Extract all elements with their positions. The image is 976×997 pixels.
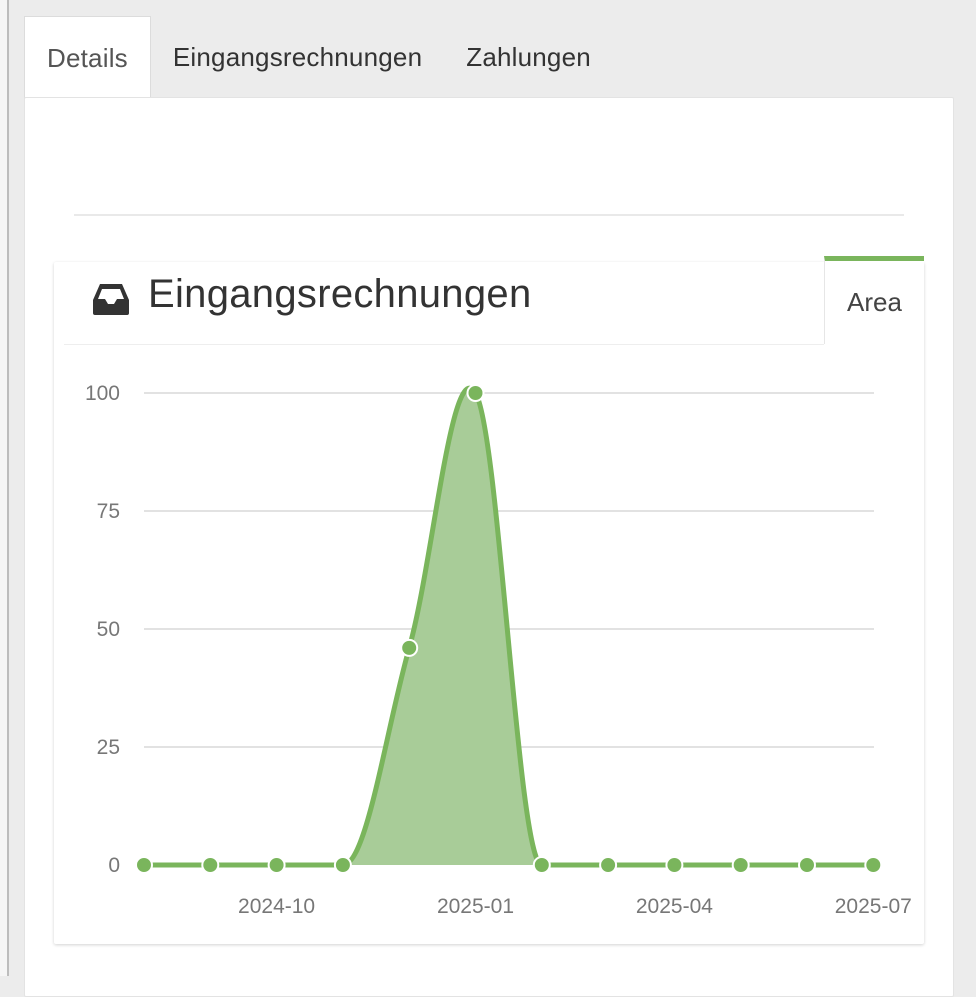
window-edge	[0, 0, 9, 976]
x-tick-label: 2025-07	[835, 895, 912, 918]
section-divider	[74, 214, 904, 216]
tab-details[interactable]: Details	[24, 16, 151, 99]
data-point	[798, 856, 816, 874]
data-point	[466, 384, 485, 402]
tab-eingangsrechnungen[interactable]: Eingangsrechnungen	[172, 41, 423, 72]
tab-area[interactable]: Area	[824, 256, 924, 344]
inbox-icon	[93, 284, 129, 315]
card-header: Eingangsrechnungen	[64, 262, 824, 345]
data-point	[665, 856, 684, 874]
y-tick-label: 25	[97, 736, 120, 759]
tab-zahlungen[interactable]: Zahlungen	[466, 41, 591, 72]
area-fill	[144, 388, 874, 865]
area-chart: 0 25 50 75 100 2024-10 2025-01 2025-04 2025-07	[85, 382, 912, 918]
data-point	[731, 856, 750, 874]
data-point	[532, 856, 551, 874]
data-point	[599, 856, 618, 874]
tab-bar: Details Eingangsrechnungen Zahlungen	[24, 16, 613, 99]
x-tick-label: 2025-01	[437, 895, 514, 918]
data-point	[400, 638, 419, 657]
data-point	[267, 856, 286, 874]
card-title: Eingangsrechnungen	[148, 272, 532, 316]
data-point	[135, 856, 153, 874]
data-point	[201, 856, 220, 874]
y-tick-label: 0	[108, 854, 120, 877]
x-tick-label: 2025-04	[636, 895, 713, 918]
data-point	[333, 856, 352, 874]
series-line	[144, 385, 874, 868]
x-tick-label: 2024-10	[238, 895, 315, 918]
data-point	[864, 856, 883, 874]
y-tick-label: 100	[85, 382, 120, 405]
y-tick-label: 50	[97, 618, 120, 641]
y-tick-label: 75	[97, 500, 120, 523]
chart-card: Eingangsrechnungen Area 0 25 50 75 100 2024-1…	[54, 256, 924, 944]
